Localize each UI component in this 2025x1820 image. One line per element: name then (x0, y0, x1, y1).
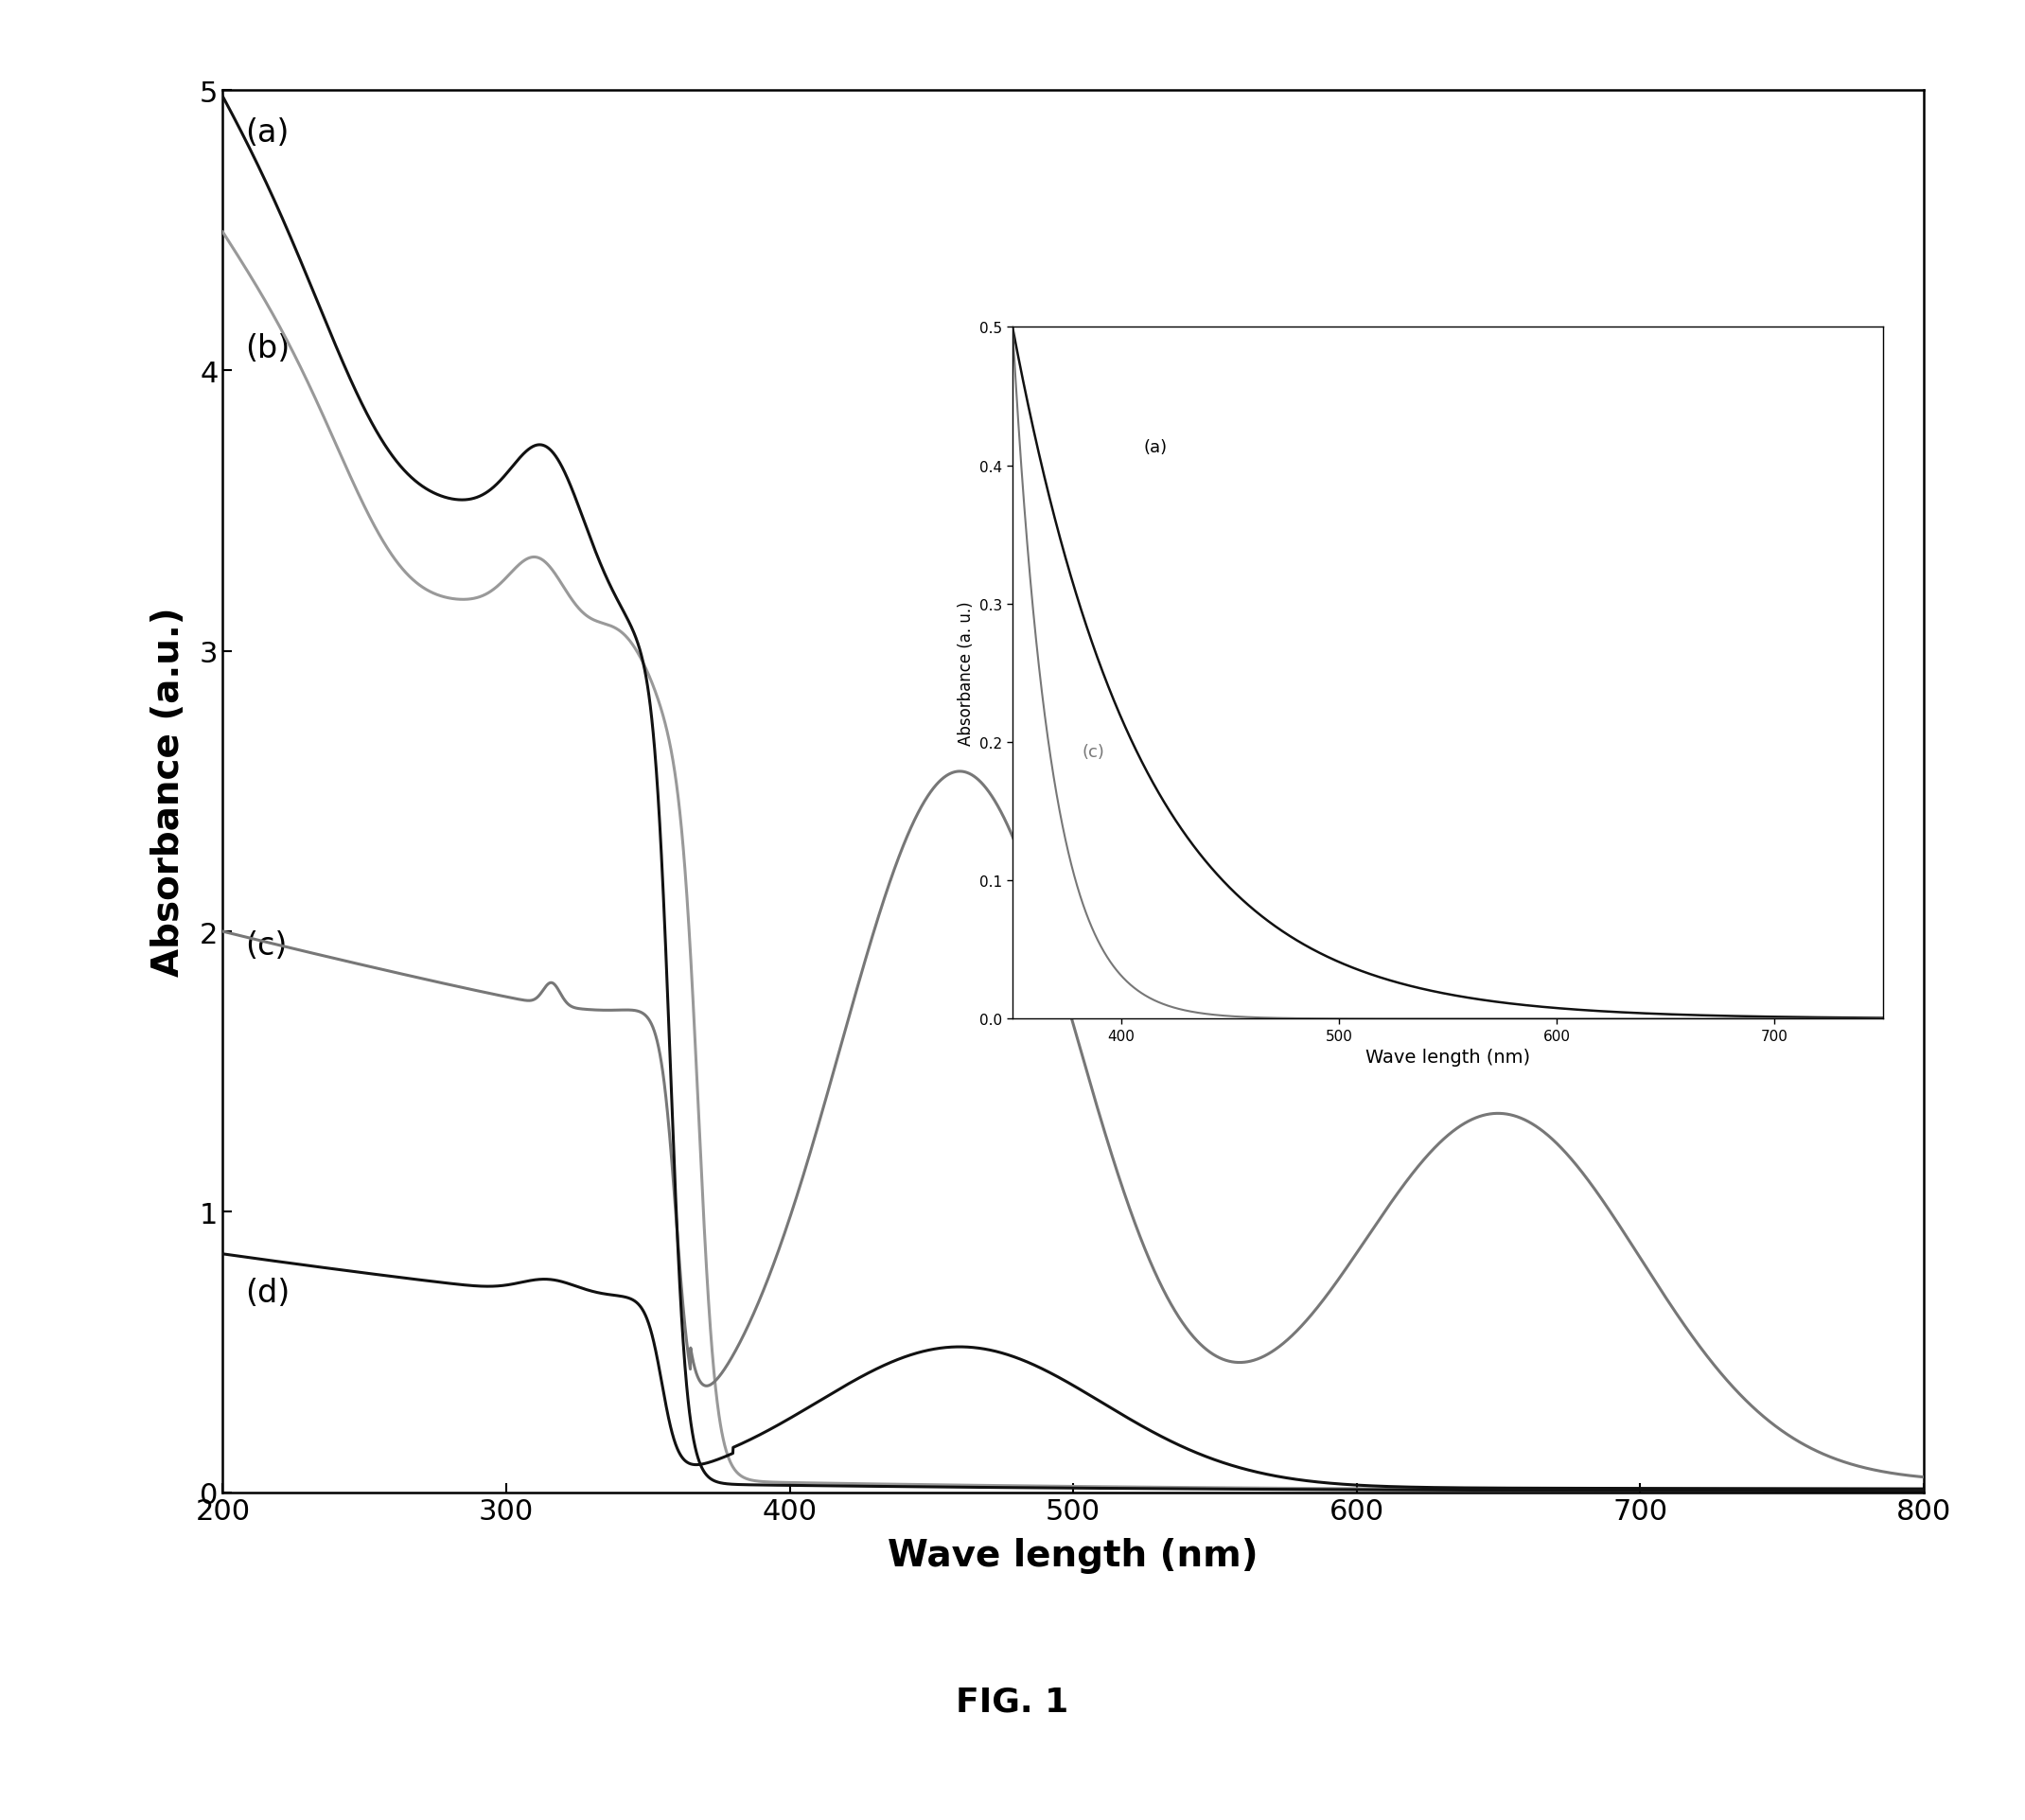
Text: (a): (a) (1142, 439, 1166, 455)
Y-axis label: Absorbance (a. u.): Absorbance (a. u.) (958, 601, 974, 746)
Text: FIG. 1: FIG. 1 (956, 1685, 1069, 1718)
X-axis label: Wave length (nm): Wave length (nm) (1365, 1048, 1531, 1067)
Text: (c): (c) (245, 930, 288, 961)
Text: (c): (c) (1081, 743, 1106, 761)
Text: (b): (b) (245, 333, 290, 364)
X-axis label: Wave length (nm): Wave length (nm) (887, 1538, 1260, 1574)
Y-axis label: Absorbance (a.u.): Absorbance (a.u.) (150, 606, 186, 977)
Text: (a): (a) (245, 116, 290, 147)
Text: (d): (d) (245, 1278, 290, 1309)
